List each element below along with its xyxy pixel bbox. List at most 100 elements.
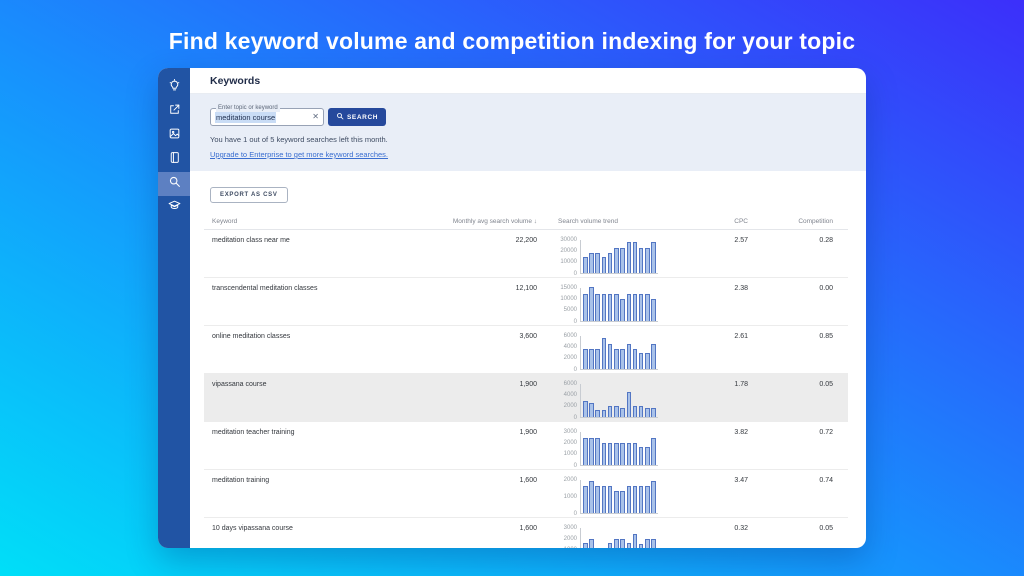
table-row[interactable]: meditation class near me 22,200 0 10000 20… [204,230,848,278]
table-row[interactable]: meditation training 1,600 0 1000 2000 3.47… [204,470,848,518]
window-title: Keywords [190,68,866,94]
trend-bar [632,443,638,465]
trend-bar [614,443,619,465]
trend-bar [645,248,650,273]
trend-bar [626,542,632,548]
trend-cell: 0 2000 4000 6000 [537,374,660,421]
trend-bar [614,248,619,273]
table-header: Keyword Monthly avg search volume ↓ Sear… [204,214,848,230]
cpc-cell: 1.78 [734,381,748,388]
sidebar-item-ideas[interactable] [158,76,190,100]
export-csv-button[interactable]: EXPORT AS CSV [210,187,288,203]
table-row[interactable]: online meditation classes 3,600 0 2000 400… [204,326,848,374]
cpc-cell: 3.82 [734,429,748,436]
trend-bar [638,248,644,273]
sort-desc-icon: ↓ [533,218,537,225]
competition-cell: 0.72 [819,429,833,436]
keyword-cell: meditation training [212,477,270,484]
sidebar-item-images[interactable] [158,124,190,148]
trend-bar [583,485,588,513]
search-button[interactable]: SEARCH [328,108,387,126]
trend-bar [607,252,613,273]
search-quota-text: You have 1 out of 5 keyword searches lef… [210,135,388,144]
trend-bar [626,443,632,465]
trend-bar [601,410,607,417]
volume-cell: 22,200 [515,237,537,244]
trend-chart-plot [580,287,658,322]
cpc-cell: 2.61 [734,333,748,340]
trend-bar [651,407,656,417]
trend-bar [620,348,625,369]
col-header-volume[interactable]: Monthly avg search volume ↓ [452,218,537,225]
trend-bar [632,348,638,369]
trend-bar [614,539,619,548]
trend-bar [620,298,625,321]
keyword-input-value: meditation course [215,111,277,123]
volume-cell: 12,100 [515,285,537,292]
trend-bar [583,257,588,273]
trend-chart-plot [580,336,658,370]
trend-chart-plot [580,240,658,274]
image-icon [168,127,181,145]
trend-cell: 0 5000 10000 15000 [537,278,660,325]
lightbulb-icon [168,79,181,97]
volume-cell: 1,900 [519,381,537,388]
trend-bar [620,248,625,273]
competition-cell: 0.74 [819,477,833,484]
trend-chart: 0 2000 4000 6000 [558,329,660,373]
cpc-cell: 3.47 [734,477,748,484]
trend-bar [607,542,613,548]
trend-chart-yaxis: 0 2000 4000 6000 [563,332,577,373]
trend-bar [589,539,594,548]
trend-bar [589,348,594,369]
trend-bar [632,406,638,417]
sidebar-item-notebook[interactable] [158,148,190,172]
table-row[interactable]: 10 days vipassana course 1,600 010002000… [204,518,848,548]
volume-cell: 1,900 [519,429,537,436]
trend-bar [589,252,594,273]
sidebar-item-share[interactable] [158,100,190,124]
trend-bar [645,293,650,321]
keywords-table: Keyword Monthly avg search volume ↓ Sear… [204,214,848,548]
col-header-keyword[interactable]: Keyword [212,218,238,225]
trend-bar [601,485,607,513]
trend-bar [651,344,656,369]
volume-cell: 1,600 [519,525,537,532]
trend-chart-plot [580,480,658,514]
clear-input-icon[interactable]: ✕ [312,112,319,121]
trend-bar [595,409,600,417]
sidebar-item-keyword-search[interactable] [158,172,190,196]
trend-bar [601,293,607,321]
trend-chart-plot [580,528,658,548]
col-header-competition[interactable]: Competition [798,218,833,225]
trend-chart-yaxis: 0 1000 2000 [563,476,577,517]
table-row[interactable]: meditation teacher training 1,900 0 1000 2… [204,422,848,470]
cpc-cell: 2.57 [734,237,748,244]
trend-bar [614,406,619,417]
sidebar-item-academy[interactable] [158,196,190,220]
trend-bar [595,437,600,465]
trend-bar [638,485,644,513]
trend-cell: 0 10000 20000 30000 [537,230,660,277]
trend-chart-yaxis: 0 5000 10000 15000 [560,284,577,325]
trend-bar [626,293,632,321]
cpc-cell: 2.38 [734,285,748,292]
trend-cell: 0 2000 4000 6000 [537,326,660,373]
col-header-cpc[interactable]: CPC [734,218,748,225]
trend-bar [601,257,607,273]
table-row[interactable]: vipassana course 1,900 0 2000 4000 6000 1.7… [204,374,848,422]
trend-bar [607,293,613,321]
trend-bar [614,348,619,369]
trend-bar [632,533,638,548]
upgrade-link[interactable]: Upgrade to Enterprise to get more keywor… [210,150,389,159]
trend-bar [583,293,588,321]
keyword-input-label: Enter topic or keyword [216,105,280,112]
trend-bar [651,480,656,513]
keyword-input[interactable]: Enter topic or keyword meditation course… [210,105,324,126]
table-row[interactable]: transcendental meditation classes 12,100… [204,278,848,326]
competition-cell: 0.05 [819,381,833,388]
main-content: Keywords Enter topic or keyword meditati… [190,68,866,548]
